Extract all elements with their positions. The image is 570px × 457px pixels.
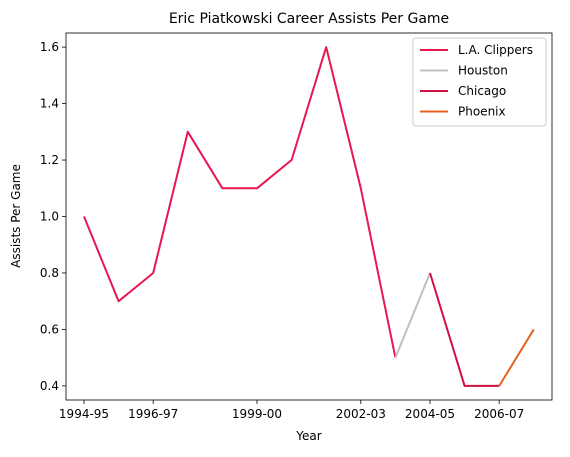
- y-axis-ticks: 0.4 0.6 0.8 1.0 1.2 1.4 1.6: [40, 40, 66, 393]
- x-tick-label: 1994-95: [59, 407, 109, 421]
- series-line-l-a-clippers: [83, 46, 397, 358]
- x-tick-label: 1999-00: [232, 407, 282, 421]
- x-tick-label: 2004-05: [405, 407, 455, 421]
- y-tick-label: 1.0: [40, 210, 59, 224]
- legend-box: [412, 37, 547, 127]
- y-tick-label: 1.6: [40, 40, 59, 54]
- x-tick-label: 2006-07: [474, 407, 524, 421]
- x-axis-ticks: 1994-95 1996-97 1999-00 2002-03 2004-05 2006-…: [59, 400, 524, 421]
- series-layer: [83, 46, 535, 387]
- x-tick-label: 1996-97: [128, 407, 178, 421]
- x-axis-label: Year: [295, 429, 321, 443]
- y-tick-label: 0.8: [40, 266, 59, 280]
- y-tick-label: 1.2: [40, 153, 59, 167]
- y-tick-label: 1.4: [40, 97, 59, 111]
- y-tick-label: 0.6: [40, 322, 59, 336]
- y-axis-label: Assists Per Game: [9, 164, 23, 268]
- legend-label-phoenix: Phoenix: [458, 105, 506, 119]
- series-line-chicago: [429, 272, 500, 387]
- series-line-houston: [394, 272, 431, 359]
- legend-label-l-a-clippers: L.A. Clippers: [458, 43, 533, 57]
- y-tick-label: 0.4: [40, 379, 59, 393]
- legend: L.A. Clippers Houston Chicago Phoenix: [412, 37, 547, 127]
- series-line-phoenix: [498, 328, 535, 387]
- legend-label-houston: Houston: [458, 64, 508, 78]
- legend-label-chicago: Chicago: [458, 84, 506, 98]
- x-tick-label: 2002-03: [336, 407, 386, 421]
- chart-title: Eric Piatkowski Career Assists Per Game: [169, 11, 449, 27]
